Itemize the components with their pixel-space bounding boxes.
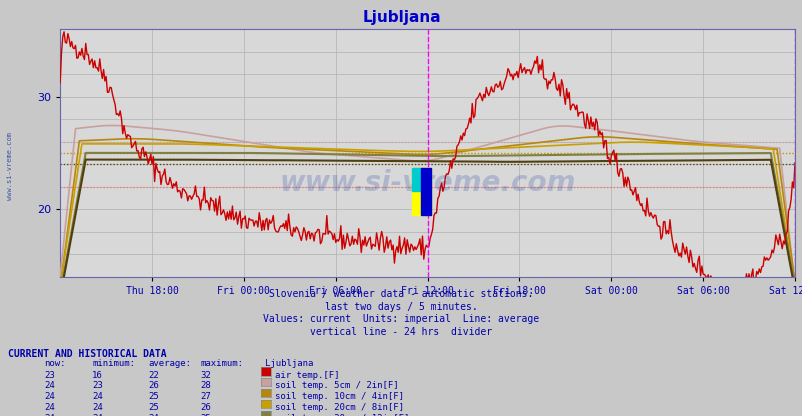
Text: 25: 25 (148, 392, 159, 401)
Text: soil temp. 10cm / 4in[F]: soil temp. 10cm / 4in[F] (274, 392, 403, 401)
Text: www.si-vreme.com: www.si-vreme.com (279, 168, 575, 197)
Text: 25: 25 (200, 414, 211, 416)
Text: 24: 24 (92, 392, 103, 401)
Text: 28: 28 (200, 381, 211, 391)
Bar (411, 168, 431, 215)
Text: 24: 24 (44, 403, 55, 412)
Text: Slovenia / weather data - automatic stations.: Slovenia / weather data - automatic stat… (269, 289, 533, 299)
Text: 24: 24 (92, 403, 103, 412)
Text: average:: average: (148, 359, 192, 368)
Text: 25: 25 (148, 403, 159, 412)
Text: soil temp. 20cm / 8in[F]: soil temp. 20cm / 8in[F] (274, 403, 403, 412)
Text: Ljubljana: Ljubljana (362, 10, 440, 25)
Text: CURRENT AND HISTORICAL DATA: CURRENT AND HISTORICAL DATA (8, 349, 167, 359)
Text: air temp.[F]: air temp.[F] (274, 371, 338, 380)
Text: 22: 22 (148, 371, 159, 380)
Text: 26: 26 (148, 381, 159, 391)
Text: 24: 24 (44, 381, 55, 391)
Text: 23: 23 (92, 381, 103, 391)
Text: 23: 23 (44, 371, 55, 380)
Bar (420, 168, 431, 191)
Text: soil temp. 30cm / 12in[F]: soil temp. 30cm / 12in[F] (274, 414, 408, 416)
Text: 27: 27 (200, 392, 211, 401)
Text: 24: 24 (92, 414, 103, 416)
Text: minimum:: minimum: (92, 359, 136, 368)
Text: www.si-vreme.com: www.si-vreme.com (6, 132, 13, 201)
Text: 26: 26 (200, 403, 211, 412)
Text: 16: 16 (92, 371, 103, 380)
Text: vertical line - 24 hrs  divider: vertical line - 24 hrs divider (310, 327, 492, 337)
Text: Values: current  Units: imperial  Line: average: Values: current Units: imperial Line: av… (263, 314, 539, 324)
Text: 24: 24 (44, 392, 55, 401)
Text: now:: now: (44, 359, 66, 368)
Text: soil temp. 5cm / 2in[F]: soil temp. 5cm / 2in[F] (274, 381, 398, 391)
Text: last two days / 5 minutes.: last two days / 5 minutes. (325, 302, 477, 312)
Text: Ljubljana: Ljubljana (265, 359, 313, 368)
Text: 24: 24 (44, 414, 55, 416)
Text: 24: 24 (148, 414, 159, 416)
Bar (411, 168, 420, 191)
Text: 32: 32 (200, 371, 211, 380)
Text: maximum:: maximum: (200, 359, 244, 368)
Bar (420, 168, 431, 215)
